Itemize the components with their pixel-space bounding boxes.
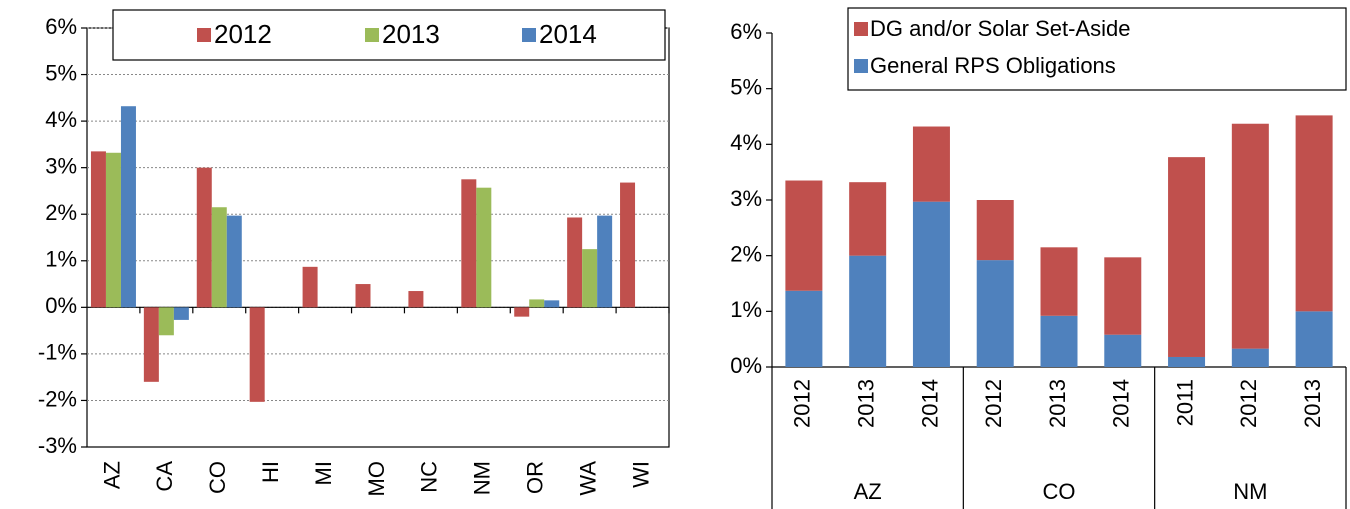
x-tick-label: 2012 [981, 379, 1006, 428]
x-tick-label: MI [311, 461, 336, 485]
x-tick-label: 2013 [1045, 379, 1070, 428]
bar [143, 307, 159, 382]
x-tick-label: 2014 [917, 379, 942, 428]
group-label: NM [1233, 479, 1267, 504]
bar [196, 167, 212, 308]
bar [620, 182, 636, 308]
legend-label: 2014 [539, 19, 597, 49]
bar [211, 207, 227, 308]
x-tick-label: 2014 [1109, 379, 1134, 428]
y-tick-label: 5% [730, 74, 762, 99]
bar [514, 307, 530, 317]
y-tick-label: 4% [45, 107, 77, 132]
bar [461, 179, 477, 308]
legend-label: General RPS Obligations [870, 53, 1116, 78]
x-tick-label: NC [417, 461, 442, 493]
legend-label: 2012 [214, 19, 272, 49]
x-tick-label: 2012 [790, 379, 815, 428]
y-tick-label: 2% [45, 200, 77, 225]
y-tick-label: -1% [38, 340, 77, 365]
y-tick-label: 1% [45, 247, 77, 272]
x-tick-label: NM [470, 461, 495, 495]
legend-label: 2013 [382, 19, 440, 49]
bar-segment [1040, 247, 1078, 316]
bar [173, 307, 189, 320]
bar-segment [1168, 157, 1206, 357]
legend-swatch [854, 22, 868, 36]
y-tick-label: 3% [730, 186, 762, 211]
y-tick-label: 0% [45, 293, 77, 318]
bar [90, 151, 106, 308]
bar-segment [849, 255, 887, 367]
y-tick-label: 0% [730, 353, 762, 378]
y-tick-label: 3% [45, 153, 77, 178]
x-tick-label: CO [205, 461, 230, 494]
x-tick-label: 2012 [1236, 379, 1261, 428]
legend-label: DG and/or Solar Set-Aside [870, 16, 1130, 41]
bar [302, 266, 318, 308]
bar-segment [1104, 334, 1142, 367]
bar [249, 307, 265, 402]
bar-segment [849, 182, 887, 256]
bar [529, 299, 545, 308]
x-tick-label: WA [575, 461, 600, 496]
y-tick-label: 6% [45, 14, 77, 39]
bar [408, 291, 424, 308]
bar [476, 187, 492, 308]
y-tick-label: -3% [38, 433, 77, 458]
bar-segment [785, 290, 823, 367]
x-tick-label: MO [364, 461, 389, 496]
y-tick-label: 4% [730, 130, 762, 155]
bar [355, 284, 371, 308]
bar-segment [1040, 315, 1078, 367]
x-tick-label: WI [628, 461, 653, 488]
y-tick-label: 6% [730, 19, 762, 44]
group-label: AZ [854, 479, 882, 504]
bar-segment [1231, 123, 1269, 349]
x-tick-label: HI [258, 461, 283, 483]
bar [120, 106, 136, 308]
bar [582, 249, 598, 308]
bar-segment [1231, 348, 1269, 367]
bar [544, 300, 560, 308]
x-tick-label: CA [152, 461, 177, 492]
x-tick-label: 2013 [853, 379, 878, 428]
bar [105, 152, 121, 308]
legend-box [847, 7, 1347, 91]
y-tick-label: -2% [38, 386, 77, 411]
x-tick-label: 2013 [1300, 379, 1325, 428]
legend-swatch [854, 59, 868, 73]
group-label: CO [1043, 479, 1076, 504]
bar [226, 215, 242, 308]
bar [567, 217, 583, 308]
y-tick-label: 5% [45, 60, 77, 85]
bar-segment [1295, 311, 1333, 367]
bar-segment [1295, 115, 1333, 312]
bar-segment [976, 200, 1014, 261]
bar-segment [912, 126, 950, 202]
legend-swatch [522, 28, 536, 42]
bar-segment [1104, 257, 1142, 335]
x-tick-label: 2011 [1172, 379, 1197, 426]
bar-segment [1168, 356, 1206, 367]
legend-swatch [365, 28, 379, 42]
x-tick-label: OR [523, 461, 548, 494]
bar [597, 215, 613, 308]
legend-swatch [197, 28, 211, 42]
bar-segment [912, 201, 950, 367]
y-tick-label: 1% [730, 297, 762, 322]
bar-segment [976, 260, 1014, 367]
bar [158, 307, 174, 336]
y-tick-label: 2% [730, 241, 762, 266]
bar-segment [785, 180, 823, 291]
x-tick-label: AZ [99, 461, 124, 489]
